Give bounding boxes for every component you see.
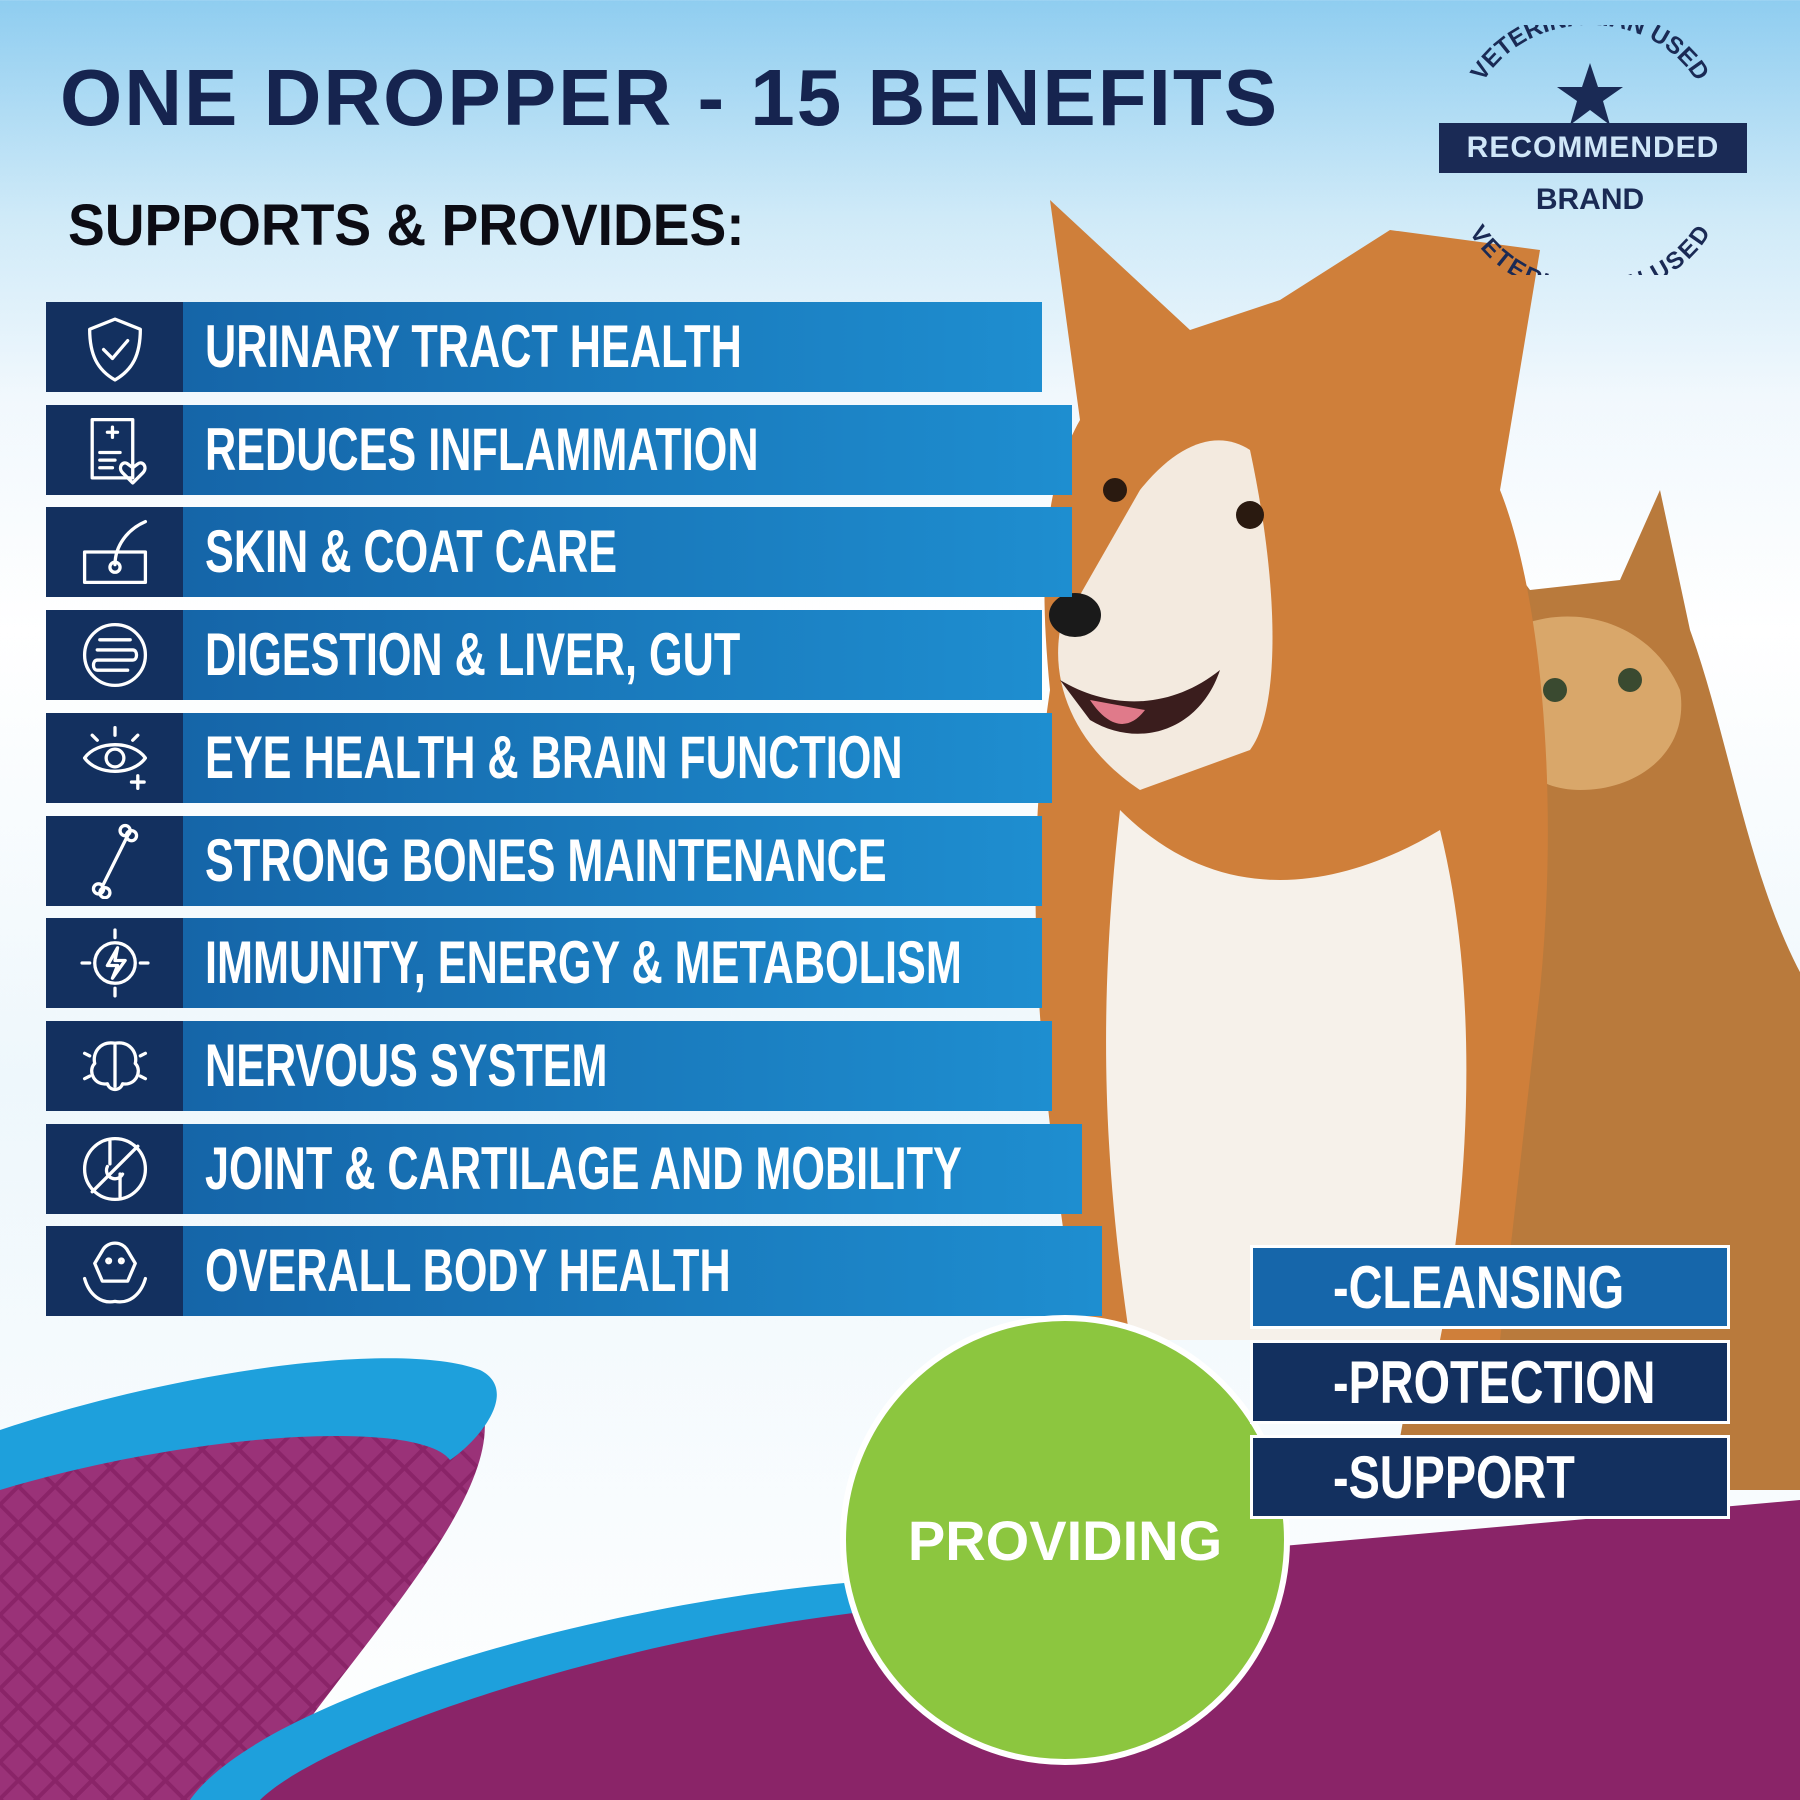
benefit-label: NERVOUS SYSTEM <box>183 1020 1052 1111</box>
benefit-row: URINARY TRACT HEALTH <box>46 302 1042 392</box>
benefit-row: EYE HEALTH & BRAIN FUNCTION <box>46 712 1052 803</box>
benefit-row: STRONG BONES MAINTENANCE <box>46 815 1042 906</box>
page-title: ONE DROPPER - 15 BENEFITS <box>60 53 1280 142</box>
benefit-row: IMMUNITY, ENERGY & METABOLISM <box>46 918 1042 1009</box>
benefit-row: SKIN & COAT CARE <box>46 507 1072 598</box>
providing-item: -SUPPORT <box>1250 1435 1730 1519</box>
benefit-label: EYE HEALTH & BRAIN FUNCTION <box>183 712 1052 803</box>
benefit-row: OVERALL BODY HEALTH <box>46 1226 1102 1317</box>
svg-text:VETERINARIAN USED: VETERINARIAN USED <box>1464 220 1716 275</box>
benefit-label: IMMUNITY, ENERGY & METABOLISM <box>183 918 1042 1009</box>
benefit-row: DIGESTION & LIVER, GUT <box>46 610 1042 701</box>
providing-circle: PROVIDING <box>840 1315 1290 1765</box>
dog-hands-icon <box>46 1226 183 1317</box>
brain-icon <box>46 1020 183 1111</box>
vet-recommended-badge: VETERINARIAN USED VETERINARIAN USED RECO… <box>1430 25 1750 275</box>
benefit-row: NERVOUS SYSTEM <box>46 1020 1052 1111</box>
benefit-row: REDUCES INFLAMMATION <box>46 404 1072 495</box>
skin-hair-icon <box>46 507 183 598</box>
bone-icon <box>46 815 183 906</box>
benefit-label: SKIN & COAT CARE <box>183 507 1072 598</box>
benefit-label: REDUCES INFLAMMATION <box>183 404 1072 495</box>
benefit-label: STRONG BONES MAINTENANCE <box>183 815 1042 906</box>
badge-ribbon: RECOMMENDED <box>1439 123 1747 173</box>
intestine-icon <box>46 610 183 701</box>
benefit-label: DIGESTION & LIVER, GUT <box>183 610 1042 701</box>
medical-report-heart-icon <box>46 404 183 495</box>
providing-label: PROVIDING <box>907 1508 1223 1572</box>
badge-brand: BRAND <box>1535 183 1645 216</box>
providing-item: -PROTECTION <box>1250 1340 1730 1424</box>
joint-icon <box>46 1123 183 1214</box>
badge-arc-text: VETERINARIAN USED VETERINARIAN USED <box>1464 25 1716 275</box>
subtitle: SUPPORTS & PROVIDES: <box>68 193 745 258</box>
benefit-label: OVERALL BODY HEALTH <box>183 1226 1102 1317</box>
star-icon <box>1557 63 1623 125</box>
benefit-row: JOINT & CARTILAGE AND MOBILITY <box>46 1123 1082 1214</box>
providing-item: -CLEANSING <box>1250 1245 1730 1329</box>
shield-check-icon <box>46 302 183 392</box>
energy-bolt-icon <box>46 918 183 1009</box>
benefit-label: URINARY TRACT HEALTH <box>183 302 1042 392</box>
dog-illustration <box>1035 200 1548 1340</box>
benefit-label: JOINT & CARTILAGE AND MOBILITY <box>183 1123 1082 1214</box>
eye-plus-icon <box>46 712 183 803</box>
